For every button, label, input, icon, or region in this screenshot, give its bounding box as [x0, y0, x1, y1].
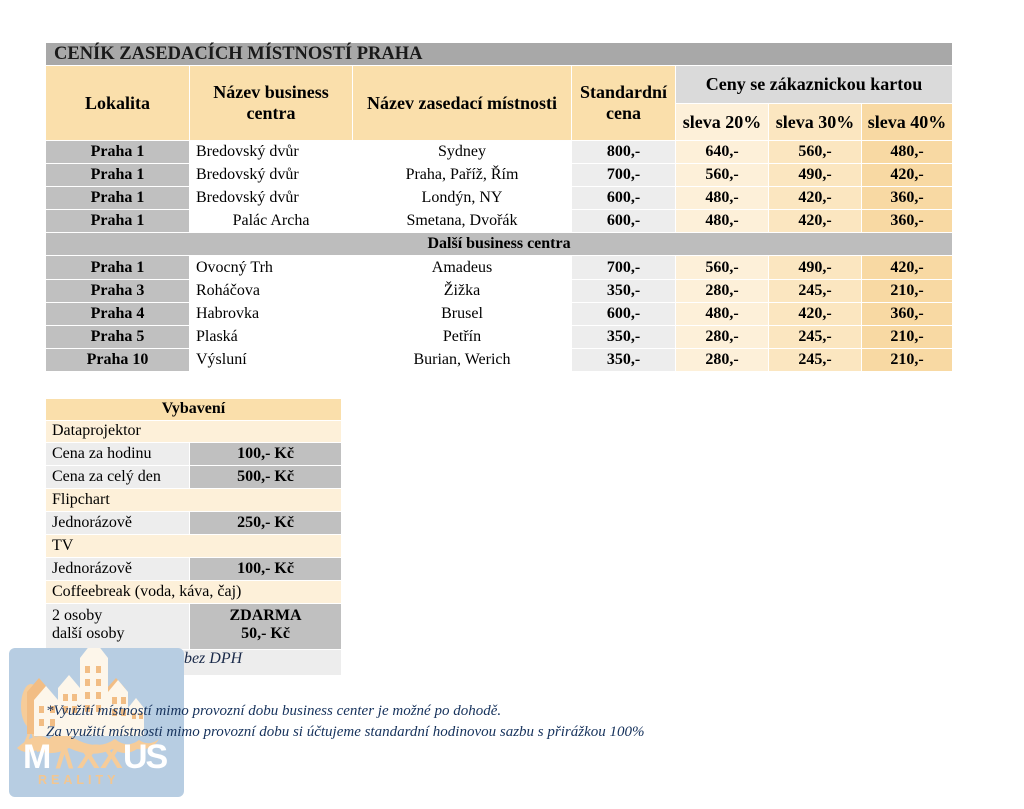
svg-text:REALITY: REALITY	[38, 773, 119, 787]
svg-text:∧: ∧	[52, 738, 77, 776]
svg-text:M: M	[23, 738, 50, 776]
svg-text:US: US	[123, 738, 168, 776]
svg-text:X: X	[77, 738, 100, 776]
svg-text:X: X	[100, 738, 123, 776]
